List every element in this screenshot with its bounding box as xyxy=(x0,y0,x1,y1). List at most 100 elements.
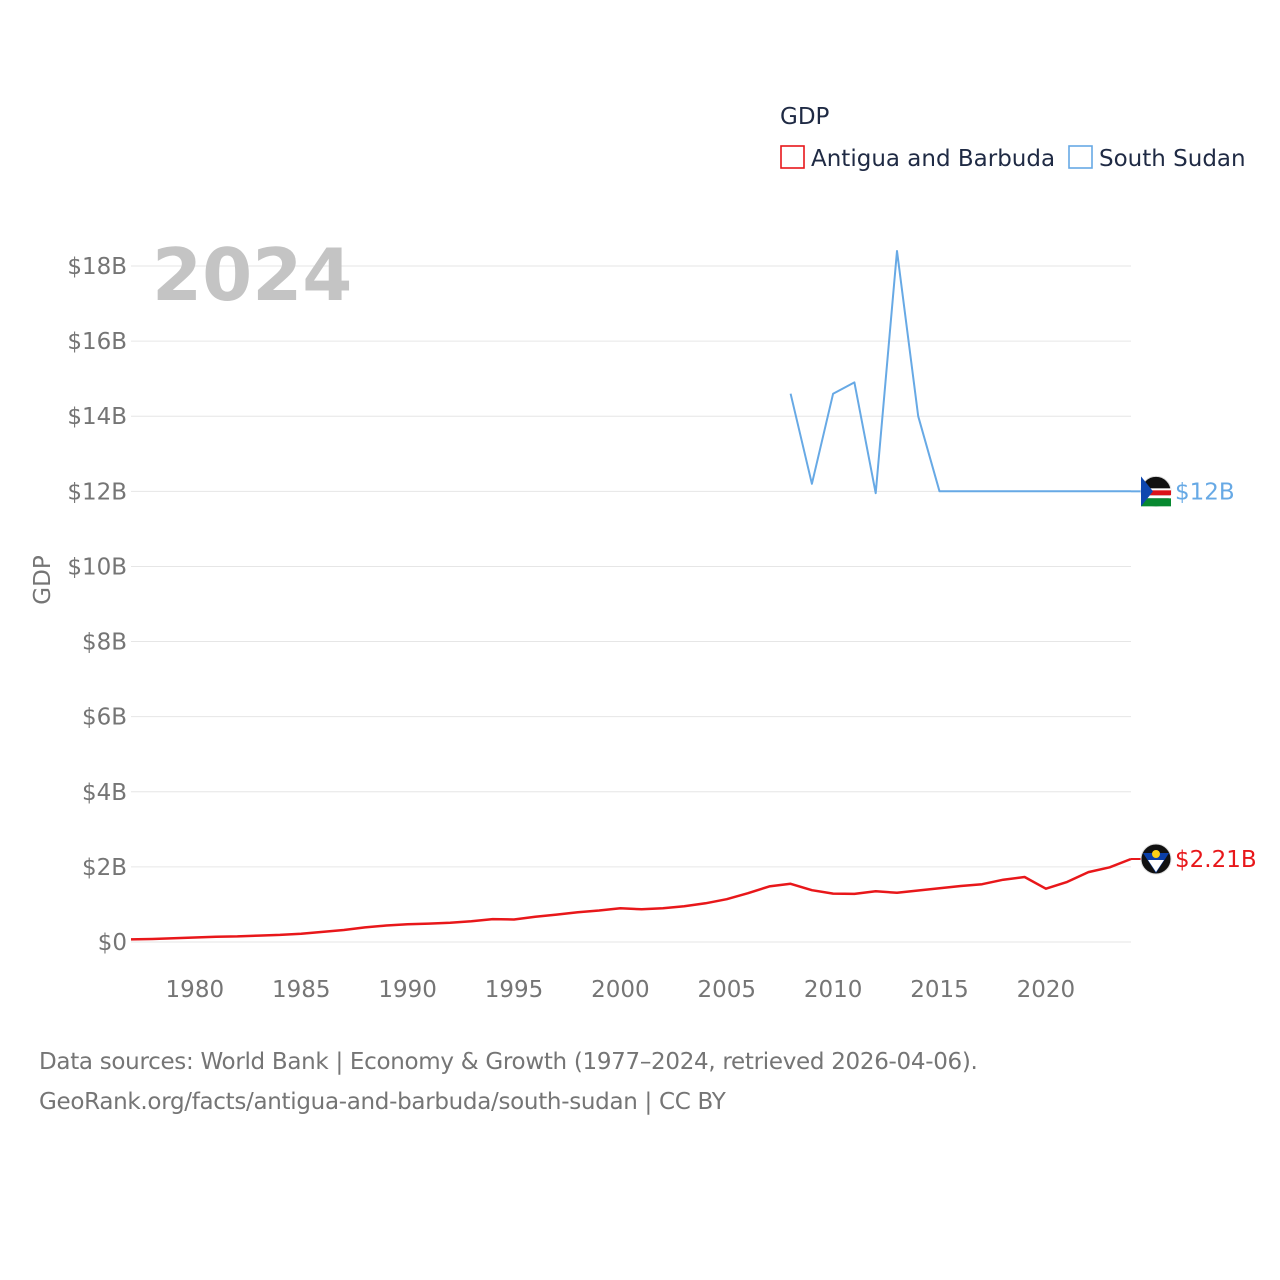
data-point-south-sudan xyxy=(809,481,815,487)
legend-label-south-sudan: South Sudan xyxy=(1099,146,1246,172)
data-point-south-sudan xyxy=(1085,488,1091,494)
y-tick-label: $2B xyxy=(82,855,127,881)
data-point-south-sudan xyxy=(788,391,794,397)
data-point-south-sudan xyxy=(1064,488,1070,494)
data-point-south-sudan xyxy=(894,248,900,254)
footer: Data sources: World Bank | Economy & Gro… xyxy=(39,1042,978,1122)
data-point-south-sudan xyxy=(915,413,921,419)
south-sudan-flag-icon xyxy=(1140,475,1172,507)
year-overlay: 2024 xyxy=(152,233,352,317)
data-point-antigua-and-barbuda xyxy=(830,891,836,897)
data-point-antigua-and-barbuda xyxy=(405,921,411,927)
data-point-antigua-and-barbuda xyxy=(788,881,794,887)
y-tick-label: $18B xyxy=(67,254,127,280)
y-axis-label: GDP xyxy=(30,555,56,605)
data-point-antigua-and-barbuda xyxy=(554,912,560,918)
x-tick-label: 1990 xyxy=(378,977,437,1003)
data-point-antigua-and-barbuda xyxy=(1022,874,1028,880)
x-tick-label: 1980 xyxy=(166,977,225,1003)
data-point-antigua-and-barbuda xyxy=(766,883,772,889)
data-point-south-sudan xyxy=(958,488,964,494)
data-point-antigua-and-barbuda xyxy=(575,909,581,915)
data-point-antigua-and-barbuda xyxy=(894,890,900,896)
data-point-antigua-and-barbuda xyxy=(298,931,304,937)
data-point-antigua-and-barbuda xyxy=(702,900,708,906)
data-point-antigua-and-barbuda xyxy=(596,907,602,913)
y-tick-label: $14B xyxy=(67,404,127,430)
footer-sources: Data sources: World Bank | Economy & Gro… xyxy=(39,1049,978,1075)
y-axis-ticks: $0 $2B $4B $6B $8B $10B $12B $14B $16B $18B xyxy=(67,254,127,956)
data-point-south-sudan xyxy=(1107,488,1113,494)
data-point-south-sudan xyxy=(937,488,943,494)
data-point-antigua-and-barbuda xyxy=(234,933,240,939)
data-point-antigua-and-barbuda xyxy=(681,903,687,909)
end-value-label-south-sudan: $12B xyxy=(1175,479,1235,505)
data-point-antigua-and-barbuda xyxy=(915,888,921,894)
x-tick-label: 2000 xyxy=(591,977,650,1003)
y-tick-label: $16B xyxy=(67,329,127,355)
x-tick-label: 1985 xyxy=(272,977,331,1003)
data-point-south-sudan xyxy=(1000,488,1006,494)
data-point-antigua-and-barbuda xyxy=(639,906,645,912)
data-point-antigua-and-barbuda xyxy=(1085,869,1091,875)
legend-item-south-sudan[interactable]: South Sudan xyxy=(1068,145,1246,172)
data-point-antigua-and-barbuda xyxy=(724,896,730,902)
x-tick-label: 2005 xyxy=(697,977,756,1003)
data-point-antigua-and-barbuda xyxy=(809,887,815,893)
data-point-antigua-and-barbuda xyxy=(873,888,879,894)
data-point-antigua-and-barbuda xyxy=(319,929,325,935)
x-tick-label: 2010 xyxy=(804,977,863,1003)
y-tick-label: $6B xyxy=(82,705,127,731)
legend-swatch-antigua xyxy=(780,145,805,169)
y-tick-label: $4B xyxy=(82,780,127,806)
y-tick-label: $8B xyxy=(82,630,127,656)
gdp-line-chart: 2024 $0$2B$4B$6B$8B$10B$12B$14B$16B$18B … xyxy=(30,104,1257,1003)
y-tick-label: $0 xyxy=(98,930,127,956)
legend-item-antigua[interactable]: Antigua and Barbuda xyxy=(780,145,1055,172)
data-point-south-sudan xyxy=(1043,488,1049,494)
data-point-antigua-and-barbuda xyxy=(362,924,368,930)
data-point-south-sudan xyxy=(979,488,985,494)
data-point-antigua-and-barbuda xyxy=(937,885,943,891)
data-point-south-sudan xyxy=(830,391,836,397)
data-point-antigua-and-barbuda xyxy=(851,891,857,897)
data-point-south-sudan xyxy=(851,379,857,385)
x-tick-label: 2015 xyxy=(910,977,969,1003)
y-tick-label: $10B xyxy=(67,554,127,580)
data-point-antigua-and-barbuda xyxy=(426,921,432,927)
data-point-south-sudan xyxy=(873,490,879,496)
data-point-antigua-and-barbuda xyxy=(277,932,283,938)
data-point-antigua-and-barbuda xyxy=(660,905,666,911)
data-point-antigua-and-barbuda xyxy=(1000,877,1006,883)
data-point-antigua-and-barbuda xyxy=(192,934,198,940)
data-point-antigua-and-barbuda xyxy=(1043,886,1049,892)
data-point-antigua-and-barbuda xyxy=(958,883,964,889)
data-point-antigua-and-barbuda xyxy=(511,916,517,922)
data-point-antigua-and-barbuda xyxy=(468,918,474,924)
data-point-antigua-and-barbuda xyxy=(490,916,496,922)
x-tick-label: 1995 xyxy=(485,977,544,1003)
data-point-antigua-and-barbuda xyxy=(979,881,985,887)
y-tick-label: $12B xyxy=(67,479,127,505)
data-point-antigua-and-barbuda xyxy=(171,935,177,941)
series-line-south-sudan xyxy=(789,250,1131,495)
end-value-label-antigua-and-barbuda: $2.21B xyxy=(1175,847,1257,873)
data-point-antigua-and-barbuda xyxy=(532,914,538,920)
series-layer xyxy=(130,248,1132,941)
data-point-antigua-and-barbuda xyxy=(447,920,453,926)
footer-link[interactable]: GeoRank.org/facts/antigua-and-barbuda/so… xyxy=(39,1089,726,1115)
legend: GDP Antigua and Barbuda South Sudan xyxy=(780,104,1246,172)
data-point-antigua-and-barbuda xyxy=(341,927,347,933)
data-point-antigua-and-barbuda xyxy=(383,922,389,928)
antigua-flag-icon xyxy=(1140,843,1172,875)
data-point-antigua-and-barbuda xyxy=(617,905,623,911)
x-tick-label: 2020 xyxy=(1017,977,1076,1003)
data-point-antigua-and-barbuda xyxy=(1107,864,1113,870)
data-point-antigua-and-barbuda xyxy=(1064,879,1070,885)
data-point-antigua-and-barbuda xyxy=(213,934,219,940)
legend-swatch-south-sudan xyxy=(1068,145,1093,169)
grid-lines xyxy=(131,265,1131,943)
series-line-antigua-and-barbuda xyxy=(130,857,1132,941)
legend-label-antigua: Antigua and Barbuda xyxy=(811,146,1055,172)
legend-title: GDP xyxy=(780,104,830,130)
